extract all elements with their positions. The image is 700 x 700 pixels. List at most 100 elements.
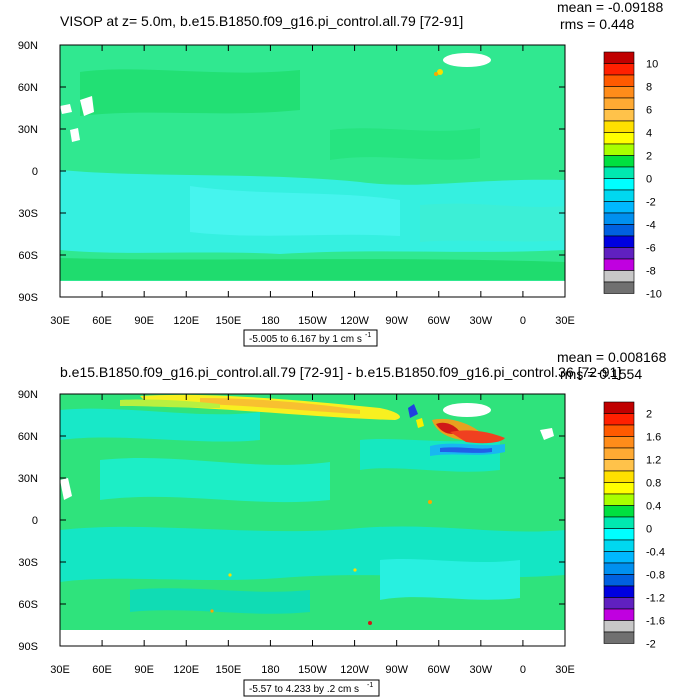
colorbar-segment: [603, 539, 635, 552]
y-tick-label: 30N: [18, 473, 38, 485]
colorbar-segment: [603, 608, 635, 621]
x-tick-label: 90W: [385, 664, 408, 676]
y-tick-label: 30N: [18, 124, 38, 136]
rms-label: rms = 0.448: [560, 16, 635, 32]
colorbar-label: -0.4: [646, 547, 665, 559]
colorbar-label: 0.8: [646, 478, 661, 490]
colorbar-segment: [603, 97, 635, 110]
colorbar-label: -10: [646, 289, 662, 301]
colorbar-segment: [603, 470, 635, 483]
contour-info-box: -5.57 to 4.233 by .2 cm s -1: [243, 679, 380, 697]
x-tick-label: 30E: [555, 315, 575, 327]
y-tick-label: 60N: [18, 431, 38, 443]
x-tick-label: 120W: [340, 315, 369, 327]
colorbar-segment: [603, 74, 635, 87]
x-tick-label: 120E: [173, 315, 199, 327]
x-tick-label: 150W: [298, 664, 327, 676]
colorbar-segment: [603, 424, 635, 437]
x-tick-label: 0: [520, 315, 526, 327]
x-tick-label: 90E: [134, 315, 154, 327]
x-tick-label: 60E: [92, 664, 112, 676]
colorbar-segment: [603, 447, 635, 460]
mean-label: mean = -0.09188: [557, 0, 663, 15]
colorbar-segment: [603, 224, 635, 237]
colorbar-label: -2: [646, 197, 656, 209]
x-axis: 30E 60E 90E 120E 150E 180 150W 120W 90W 60W 30W 0 30…: [50, 45, 575, 327]
panel-title: b.e15.B1850.f09_g16.pi_control.all.79 [7…: [60, 364, 621, 380]
colorbar-segment: [603, 258, 635, 271]
x-tick-label: 180: [261, 664, 279, 676]
colorbar: 2 1.6 1.2 0.8 0.4 0 -0.4 -0.8 -1.2 -1.6 -2: [603, 401, 665, 651]
colorbar-segment: [603, 482, 635, 495]
colorbar-segment: [603, 201, 635, 214]
rms-label: rms = 0.1554: [560, 366, 642, 382]
colorbar-segment: [603, 436, 635, 449]
colorbar-segment: [603, 166, 635, 179]
y-tick-label: 30S: [18, 208, 38, 220]
colorbar-segment: [603, 212, 635, 225]
colorbar-label: 4: [646, 128, 652, 140]
map-field: [60, 45, 565, 297]
x-tick-label: 120E: [173, 664, 199, 676]
y-tick-label: 60S: [18, 250, 38, 262]
colorbar-segment: [603, 155, 635, 168]
colorbar-label: -8: [646, 266, 656, 278]
x-tick-label: 60W: [427, 664, 450, 676]
colorbar-segment: [603, 574, 635, 587]
y-tick-label: 60N: [18, 82, 38, 94]
colorbar-segment: [603, 631, 635, 644]
mean-label: mean = 0.008168: [557, 349, 667, 365]
colorbar-segment: [603, 143, 635, 156]
unit-exponent: -1: [367, 682, 373, 689]
x-tick-label: 150E: [215, 315, 241, 327]
colorbar-label: 8: [646, 82, 652, 94]
unit-exponent: -1: [365, 332, 371, 339]
colorbar-label: 1.2: [646, 455, 661, 467]
colorbar-segment: [603, 270, 635, 283]
x-tick-label: 0: [520, 664, 526, 676]
x-tick-label: 30W: [470, 664, 493, 676]
colorbar-label: -0.8: [646, 570, 665, 582]
x-tick-label: 60W: [427, 315, 450, 327]
colorbar-label: -1.6: [646, 616, 665, 628]
contour-info: -5.57 to 4.233 by .2 cm s: [249, 684, 359, 695]
x-tick-label: 90W: [385, 315, 408, 327]
y-tick-label: 90N: [18, 40, 38, 52]
colorbar-segment: [603, 585, 635, 598]
colorbar-label: 6: [646, 105, 652, 117]
y-tick-label: 30S: [18, 557, 38, 569]
colorbar-label: -1.2: [646, 593, 665, 605]
colorbar-segment: [603, 401, 635, 414]
colorbar-segment: [603, 86, 635, 99]
colorbar-label: 0: [646, 524, 652, 536]
colorbar-label: -6: [646, 243, 656, 255]
colorbar-segment: [603, 597, 635, 610]
panel-top: VISOP at z= 5.0m, b.e15.B1850.f09_g16.pi…: [18, 0, 663, 347]
x-tick-label: 30E: [555, 664, 575, 676]
colorbar-segment: [603, 120, 635, 133]
colorbar-segment: [603, 562, 635, 575]
colorbar-label: -4: [646, 220, 656, 232]
colorbar-segment: [603, 516, 635, 529]
y-tick-label: 0: [32, 515, 38, 527]
x-tick-label: 120W: [340, 664, 369, 676]
colorbar-label: 2: [646, 409, 652, 421]
colorbar-segment: [603, 109, 635, 122]
y-axis: 90N 60N 30N 0 30S 60S 90S: [18, 40, 565, 304]
x-tick-label: 90E: [134, 664, 154, 676]
colorbar-segment: [603, 551, 635, 564]
colorbar-label: 0.4: [646, 501, 661, 513]
colorbar-label: -2: [646, 639, 656, 651]
colorbar-segment: [603, 189, 635, 202]
colorbar-label: 2: [646, 151, 652, 163]
x-tick-label: 150E: [215, 664, 241, 676]
y-tick-label: 90N: [18, 389, 38, 401]
x-tick-label: 30W: [470, 315, 493, 327]
x-tick-label: 60E: [92, 315, 112, 327]
y-tick-label: 60S: [18, 599, 38, 611]
map-field: [60, 394, 565, 646]
colorbar-segment: [603, 281, 635, 294]
y-tick-label: 90S: [18, 292, 38, 304]
x-tick-label: 150W: [298, 315, 327, 327]
colorbar-segment: [603, 620, 635, 633]
